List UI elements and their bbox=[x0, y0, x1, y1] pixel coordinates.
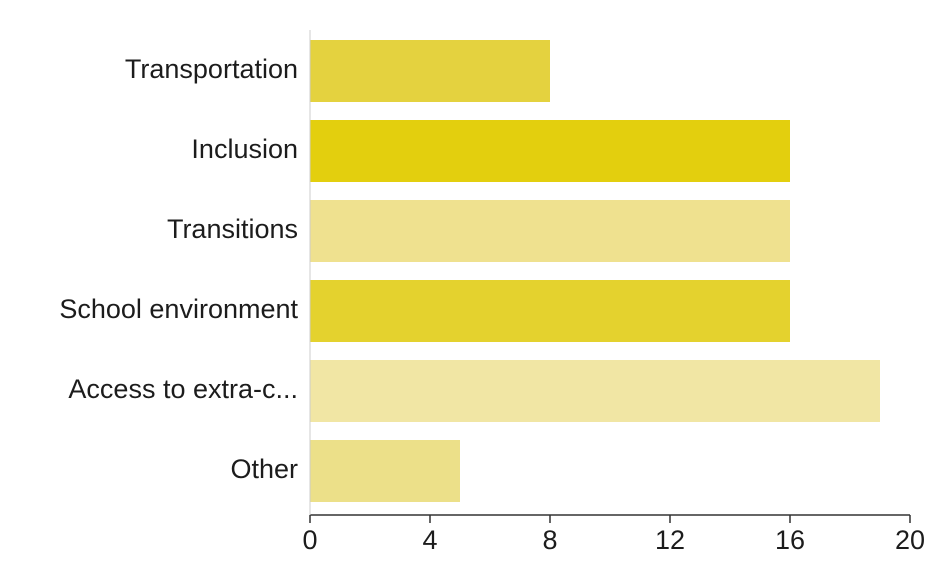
x-axis: 0 4 8 12 16 20 bbox=[302, 30, 925, 555]
bar-inclusion bbox=[310, 120, 790, 182]
category-label-access-to-extra-c: Access to extra-c... bbox=[68, 374, 298, 404]
x-tick-label: 4 bbox=[422, 525, 437, 555]
category-label-transitions: Transitions bbox=[167, 214, 298, 244]
x-tick-label: 12 bbox=[655, 525, 685, 555]
bar-school-environment bbox=[310, 280, 790, 342]
bar-transportation bbox=[310, 40, 550, 102]
category-label-school-environment: School environment bbox=[59, 294, 298, 324]
bars-layer bbox=[310, 40, 880, 502]
category-label-other: Other bbox=[230, 454, 298, 484]
bar-transitions bbox=[310, 200, 790, 262]
category-label-transportation: Transportation bbox=[125, 54, 298, 84]
bar-other bbox=[310, 440, 460, 502]
category-labels: Transportation Inclusion Transitions School… bbox=[59, 54, 298, 484]
category-label-inclusion: Inclusion bbox=[191, 134, 298, 164]
bar-access-to-extra-c bbox=[310, 360, 880, 422]
x-tick-label: 16 bbox=[775, 525, 805, 555]
x-tick-label: 8 bbox=[542, 525, 557, 555]
x-tick-label: 20 bbox=[895, 525, 925, 555]
x-tick-label: 0 bbox=[302, 525, 317, 555]
